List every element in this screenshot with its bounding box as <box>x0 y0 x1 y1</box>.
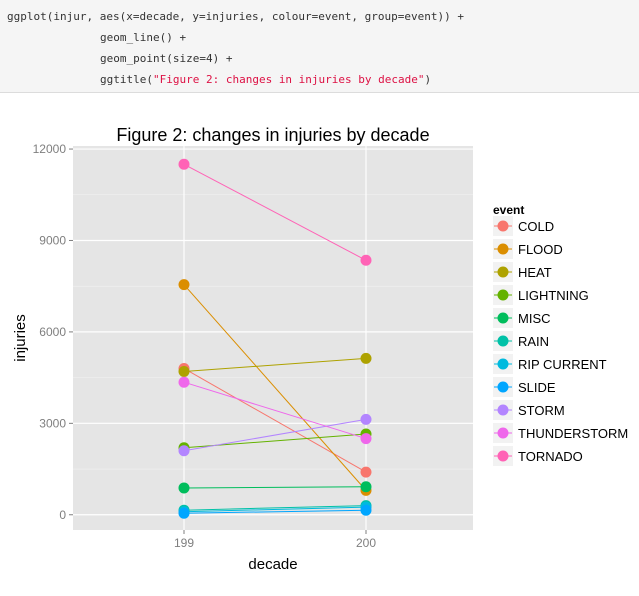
data-point <box>360 504 372 516</box>
legend-label: RAIN <box>518 334 549 349</box>
chart-area: 0 3000 6000 9000 12000 199 200 Figure 2: change… <box>0 93 639 591</box>
data-point <box>178 482 190 494</box>
legend-label: COLD <box>518 219 554 234</box>
legend-label: HEAT <box>518 265 552 280</box>
code-line-ggtitle: ggtitle("Figure 2: changes in injuries b… <box>0 69 639 90</box>
data-point <box>360 352 372 364</box>
y-tick-label: 3000 <box>39 416 66 430</box>
legend-key-point <box>497 266 509 278</box>
series-line <box>183 357 367 373</box>
code-ggtitle-close: ) <box>424 73 432 86</box>
series-line <box>183 418 367 452</box>
legend-title: event <box>493 203 524 217</box>
code-ggtitle-call: ggtitle( <box>100 73 153 86</box>
legend-label: TORNADO <box>518 449 583 464</box>
legend-label: RIP CURRENT <box>518 357 607 372</box>
code-line-ggplot: ggplot(injur, aes(x=decade, y=injuries, … <box>7 10 464 23</box>
data-point <box>178 507 190 519</box>
series-line <box>183 505 367 511</box>
legend-label: FLOOD <box>518 242 563 257</box>
data-point <box>178 445 190 457</box>
y-tick-label: 12000 <box>33 142 67 156</box>
y-axis-label: injuries <box>12 314 29 362</box>
code-block: ggplot(injur, aes(x=decade, y=injuries, … <box>0 0 639 93</box>
plot-panel <box>73 146 473 530</box>
chart-title: Figure 2: changes in injuries by decade <box>116 125 429 145</box>
data-point <box>360 413 372 425</box>
x-axis-label: decade <box>248 556 297 573</box>
legend-key-point <box>497 450 509 462</box>
series-line <box>183 509 367 514</box>
series-line <box>183 284 367 491</box>
legend-key-point <box>497 335 509 347</box>
legend-key-point <box>497 312 509 324</box>
data-point <box>178 279 190 291</box>
x-tick-label: 199 <box>174 536 194 550</box>
legend-key-point <box>497 404 509 416</box>
code-line-geom-point: geom_point(size=4) + <box>100 52 233 65</box>
data-point <box>178 366 190 378</box>
legend-key-point <box>497 381 509 393</box>
legend-key-point <box>497 220 509 232</box>
legend-label: THUNDERSTORM <box>518 426 628 441</box>
series-line <box>183 486 367 489</box>
data-point <box>360 481 372 493</box>
legend-key-point <box>497 358 509 370</box>
series-line <box>183 163 367 261</box>
y-tick-label: 9000 <box>39 233 66 247</box>
y-tick-label: 0 <box>59 508 66 522</box>
y-tick-label: 6000 <box>39 325 66 339</box>
data-point <box>178 376 190 388</box>
code-line-geom-line: geom_line() + <box>100 31 187 44</box>
legend-label: SLIDE <box>518 380 556 395</box>
series-line <box>183 506 367 513</box>
code-title-string: "Figure 2: changes in injuries by decade… <box>152 73 425 86</box>
line-chart: 0 3000 6000 9000 12000 199 200 Figure 2: change… <box>12 125 628 573</box>
legend-label: STORM <box>518 403 565 418</box>
data-point <box>360 254 372 266</box>
x-tick-label: 200 <box>356 536 376 550</box>
data-point <box>178 158 190 170</box>
data-point <box>360 466 372 478</box>
legend-key-point <box>497 289 509 301</box>
data-point <box>360 433 372 445</box>
legend-key-point <box>497 243 509 255</box>
legend-label: MISC <box>518 311 551 326</box>
legend-key-point <box>497 427 509 439</box>
series-line <box>183 381 367 440</box>
legend-label: LIGHTNING <box>518 288 589 303</box>
series-line <box>183 368 367 473</box>
